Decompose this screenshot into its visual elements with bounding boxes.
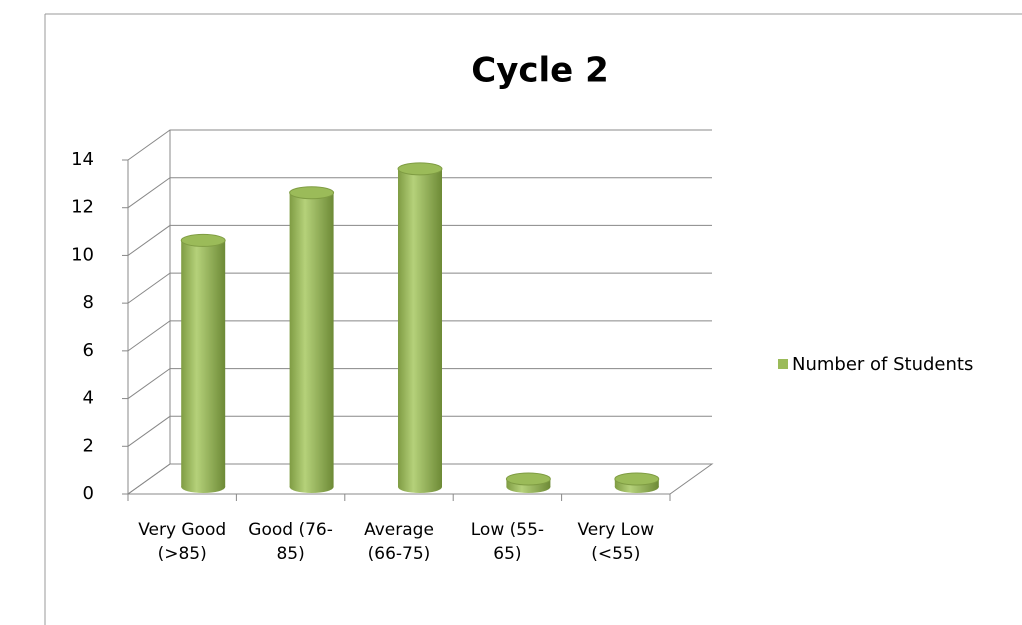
bar (506, 473, 550, 493)
bar-body (398, 169, 442, 487)
grid-line (128, 130, 712, 160)
bar-bottom (290, 481, 334, 493)
bar-body (181, 240, 225, 487)
legend-label: Number of Students (792, 354, 973, 375)
bar-body (290, 193, 334, 487)
bar (290, 187, 334, 493)
y-tick-label: 12 (71, 197, 94, 218)
y-tick-label: 6 (83, 340, 94, 361)
bar-top (398, 163, 442, 175)
y-tick-label: 14 (71, 149, 94, 170)
bar-bottom (398, 481, 442, 493)
legend-swatch (778, 359, 788, 369)
bar (181, 234, 225, 493)
bar (615, 473, 659, 493)
chart-title: Cycle 2 (471, 51, 608, 91)
bar-top (615, 473, 659, 485)
y-tick-label: 2 (83, 435, 94, 456)
bar-top (506, 473, 550, 485)
x-tick-label: Very Good (>85) (134, 518, 230, 566)
x-tick-label: Low (55-65) (459, 518, 555, 566)
bar (398, 163, 442, 493)
x-tick-label: Good (76-85) (243, 518, 339, 566)
y-tick-label: 4 (83, 388, 94, 409)
x-tick-label: Average (66-75) (351, 518, 447, 566)
y-tick-label: 0 (83, 483, 94, 504)
bar-top (290, 187, 334, 199)
bar-top (181, 234, 225, 246)
bar-bottom (181, 481, 225, 493)
x-tick-label: Very Low (<55) (568, 518, 664, 566)
page: Cycle 2 0 2 4 6 8 10 12 14 Number of Students Ve… (0, 0, 1022, 625)
y-tick-label: 10 (71, 244, 94, 265)
y-tick-label: 8 (83, 292, 94, 313)
